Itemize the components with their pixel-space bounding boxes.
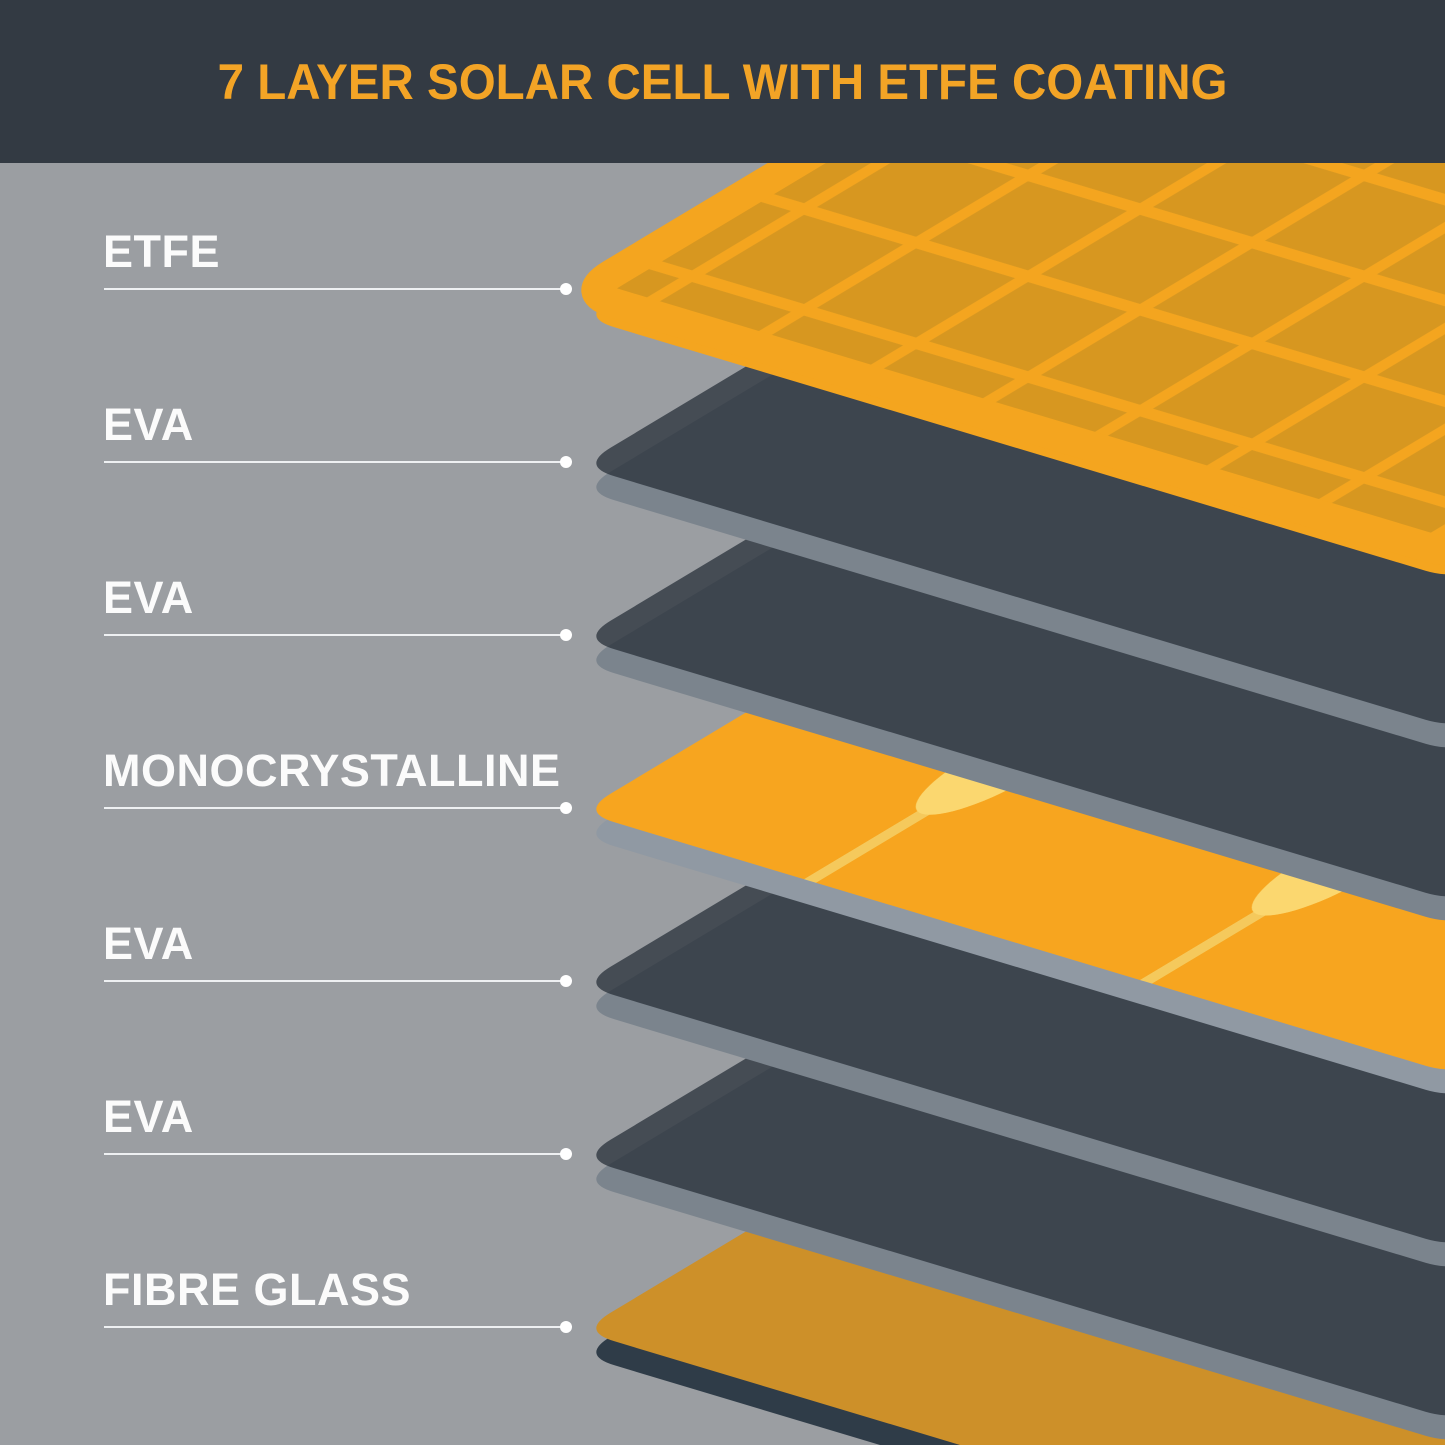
leader-dot-fibre-glass — [560, 1321, 572, 1333]
leader-dot-monocrystalline — [560, 802, 572, 814]
layer-label-eva-bottom-2: EVA — [103, 1091, 194, 1142]
layer-label-eva-top-2: EVA — [103, 572, 194, 623]
leader-dot-eva-top-2 — [560, 629, 572, 641]
leader-dot-eva-bottom-2 — [560, 1148, 572, 1160]
layer-label-monocrystalline: MONOCRYSTALLINE — [103, 745, 561, 796]
leader-dot-eva-top-1 — [560, 456, 572, 468]
layer-label-eva-bottom-1: EVA — [103, 918, 194, 969]
layer-label-eva-top-1: EVA — [103, 399, 194, 450]
leader-dot-etfe — [560, 283, 572, 295]
layer-label-fibre-glass: FIBRE GLASS — [103, 1264, 412, 1315]
leader-dot-eva-bottom-1 — [560, 975, 572, 987]
page-title: 7 LAYER SOLAR CELL WITH ETFE COATING — [217, 53, 1228, 110]
header-banner: 7 LAYER SOLAR CELL WITH ETFE COATING — [0, 0, 1445, 163]
layer-label-etfe: ETFE — [103, 226, 221, 277]
